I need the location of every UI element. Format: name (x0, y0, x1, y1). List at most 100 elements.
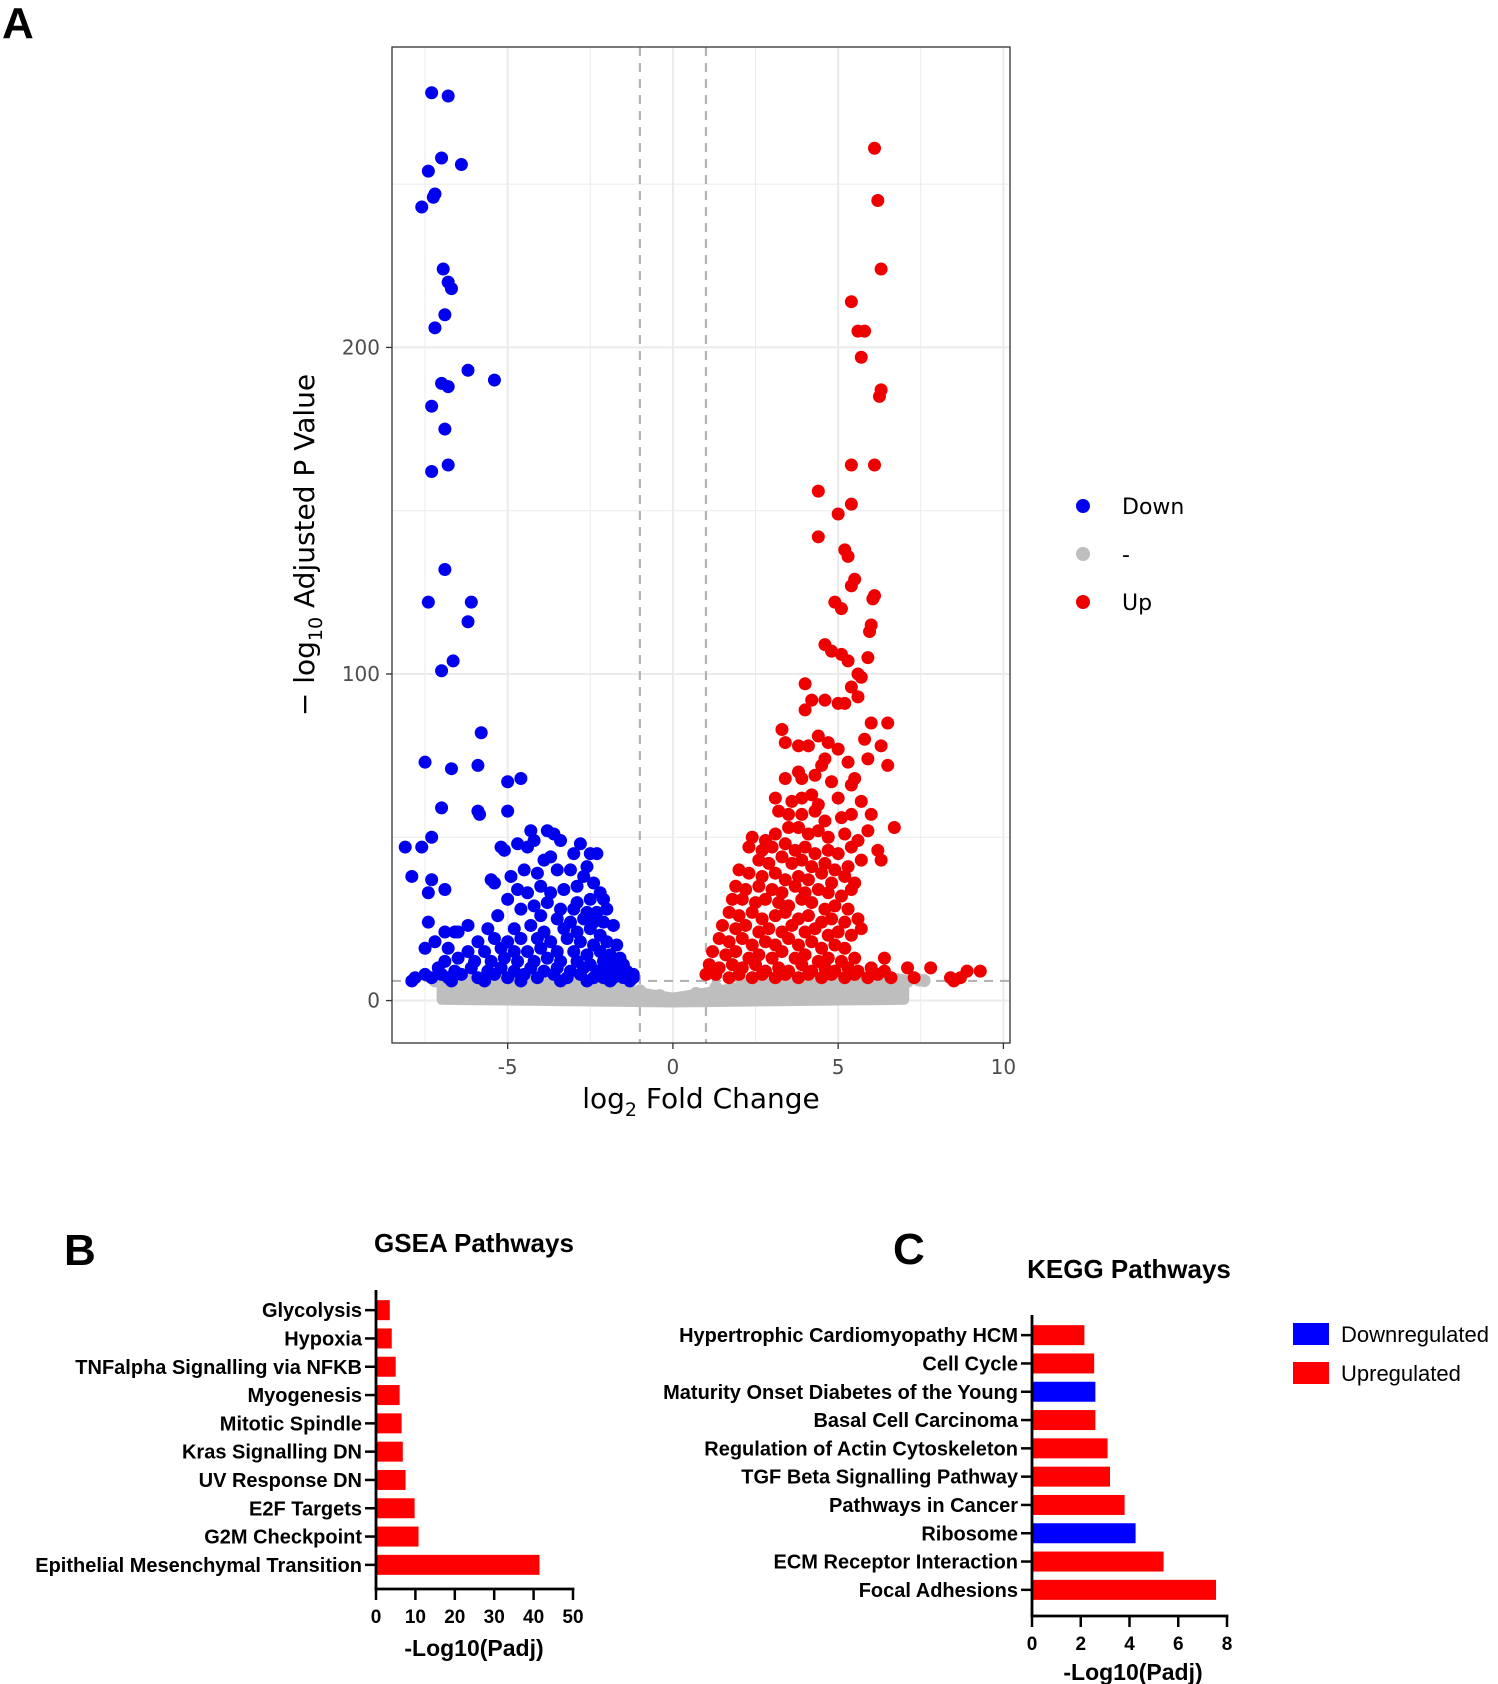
scatter-point-up (848, 968, 861, 981)
scatter-point-down (564, 863, 577, 876)
scatter-point-up (845, 808, 858, 821)
bar (1032, 1410, 1095, 1430)
x-tick-label: 20 (444, 1607, 465, 1628)
category-label: Hypertrophic Cardiomyopathy HCM (679, 1325, 1018, 1347)
scatter-point-down (501, 893, 514, 906)
volcano-legend: Down - Up (1076, 495, 1184, 616)
legend-swatch-neutral (1076, 547, 1090, 561)
scatter-point-up (809, 769, 822, 782)
scatter-point-down (514, 772, 527, 785)
bar (1032, 1325, 1084, 1345)
y-tick-label: 100 (342, 662, 380, 686)
scatter-point-down (447, 654, 460, 667)
scatter-point-up (802, 968, 815, 981)
scatter-point-down (442, 380, 455, 393)
scatter-point-up (779, 736, 792, 749)
scatter-point-down (488, 374, 501, 387)
scatter-point-up (752, 880, 765, 893)
scatter-point-up (802, 739, 815, 752)
x-tick-label: 50 (562, 1607, 583, 1628)
bar (1032, 1438, 1108, 1458)
scatter-point-down (584, 893, 597, 906)
category-label: TNFalpha Signalling via NFKB (75, 1357, 362, 1379)
scatter-point-up (799, 703, 812, 716)
scatter-point-down (475, 726, 488, 739)
scatter-point-up (812, 530, 825, 543)
scatter-point-down (419, 942, 432, 955)
scatter-point-up (881, 716, 894, 729)
scatter-point-up (873, 390, 886, 403)
scatter-point-up (766, 841, 779, 854)
category-label: G2M Checkpoint (204, 1527, 362, 1549)
scatter-point-down (491, 909, 504, 922)
scatter-point-down (488, 876, 501, 889)
scatter-point-up (818, 694, 831, 707)
scatter-point-up (855, 854, 868, 867)
scatter-point-up (881, 759, 894, 772)
scatter-point-down (551, 863, 564, 876)
scatter-point-down (580, 974, 593, 987)
scatter-point-down (471, 759, 484, 772)
scatter-point-down (415, 841, 428, 854)
scatter-point-down (437, 263, 450, 276)
scatter-point-up (822, 831, 835, 844)
scatter-point-up (868, 458, 881, 471)
x-tick-label: 0 (371, 1607, 382, 1628)
category-label: Basal Cell Carcinoma (813, 1410, 1018, 1432)
scatter-point-down (438, 308, 451, 321)
y-title-subscript: 10 (305, 617, 327, 641)
scatter-point-down (438, 423, 451, 436)
x-title-rest: Fold Change (637, 1082, 820, 1115)
scatter-point-down (415, 201, 428, 214)
bar (376, 1357, 396, 1377)
scatter-point-up (799, 677, 812, 690)
scatter-point-down (514, 932, 527, 945)
scatter-point-up (851, 325, 864, 338)
scatter-point-down (590, 847, 603, 860)
scatter-point-down (528, 834, 541, 847)
bar (1032, 1523, 1136, 1543)
bar (1032, 1467, 1110, 1487)
scatter-point-up (835, 602, 848, 615)
scatter-point-up (842, 756, 855, 769)
scatter-point-down (462, 364, 475, 377)
scatter-point-down (405, 974, 418, 987)
category-label: Glycolysis (262, 1300, 362, 1322)
scatter-point-up (838, 942, 851, 955)
scatter-point-up (832, 925, 845, 938)
scatter-point-down (554, 974, 567, 987)
category-label: Epithelial Mesenchymal Transition (35, 1555, 362, 1577)
scatter-point-down (435, 801, 448, 814)
bar (1032, 1495, 1125, 1515)
bar (376, 1300, 390, 1320)
scatter-point-up (875, 854, 888, 867)
category-label: Maturity Onset Diabetes of the Young (663, 1382, 1018, 1404)
category-label: TGF Beta Signalling Pathway (741, 1467, 1019, 1489)
scatter-point-down (554, 834, 567, 847)
legend-label-down: Down (1122, 495, 1184, 520)
scatter-point-up (825, 968, 838, 981)
scatter-point-down (442, 89, 455, 102)
scatter-point-up (759, 893, 772, 906)
gsea-bars (376, 1300, 540, 1575)
scatter-point-down (465, 596, 478, 609)
scatter-point-up (865, 808, 878, 821)
scatter-point-down (422, 596, 435, 609)
category-label: Pathways in Cancer (829, 1495, 1018, 1517)
legend-swatch-down (1076, 499, 1090, 513)
scatter-point-down (419, 756, 432, 769)
scatter-point-up (845, 458, 858, 471)
scatter-point-up (825, 775, 838, 788)
scatter-point-down (435, 664, 448, 677)
scatter-point-up (733, 968, 746, 981)
scatter-point-up (795, 808, 808, 821)
scatter-point-down (541, 952, 554, 965)
category-label: UV Response DN (199, 1470, 362, 1492)
scatter-point-up (815, 867, 828, 880)
scatter-point-down (514, 903, 527, 916)
volcano-y-axis-title: − log10 Adjusted P Value (288, 374, 327, 716)
kegg-bars (1032, 1325, 1216, 1600)
scatter-point-up (845, 579, 858, 592)
y-tick-label: 0 (367, 989, 380, 1013)
scatter-point-down (422, 886, 435, 899)
